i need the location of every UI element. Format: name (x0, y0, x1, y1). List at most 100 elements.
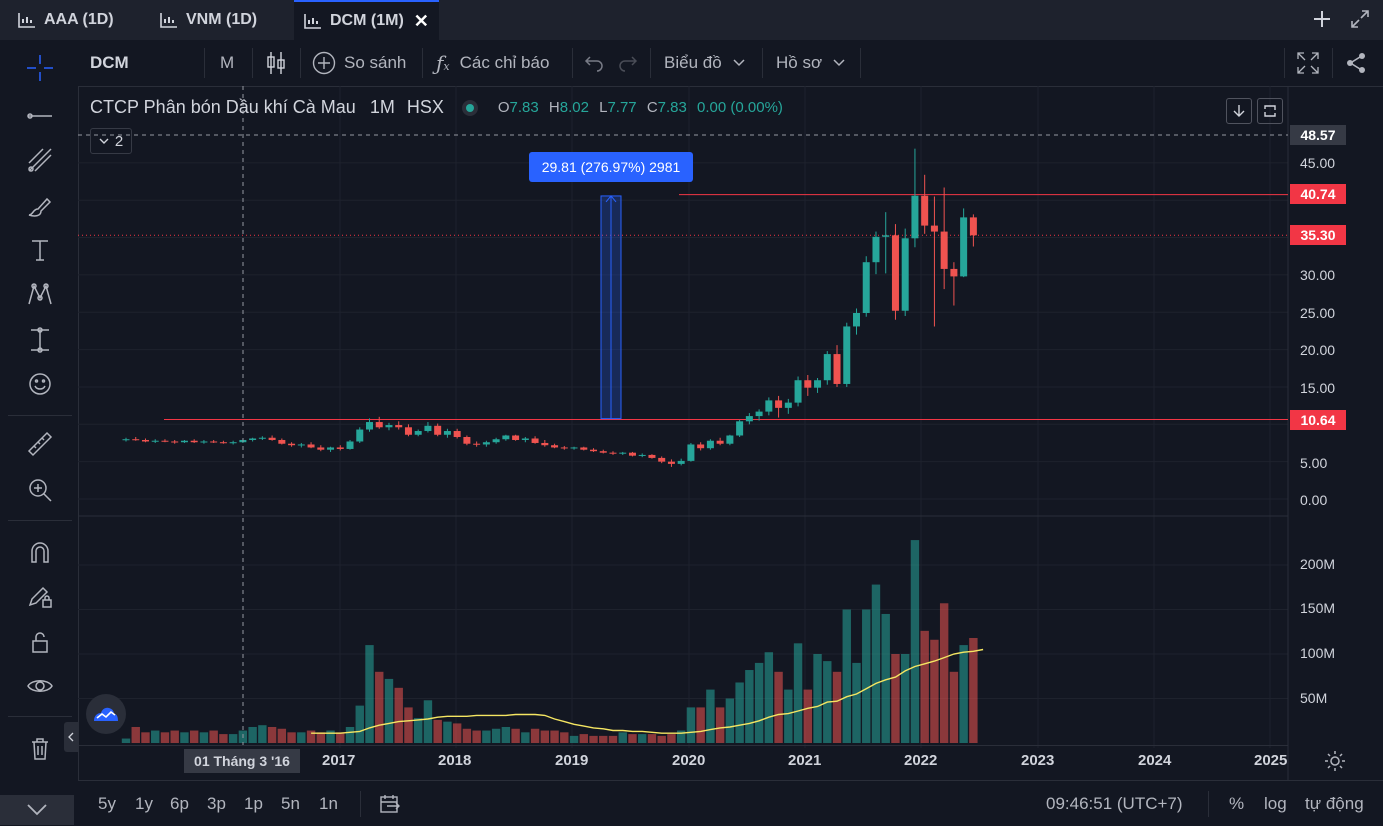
redo-button[interactable] (618, 40, 638, 86)
brush-tool[interactable] (22, 188, 58, 224)
chart-tab-icon (18, 13, 35, 28)
candle-body (853, 312, 860, 327)
zoom-tool[interactable] (22, 472, 58, 508)
fullscreen-icon[interactable] (1350, 9, 1370, 29)
measure-tool[interactable] (22, 322, 58, 358)
volume-bar (910, 540, 920, 743)
range-1p-button[interactable]: 1p (244, 781, 263, 826)
volume-bar (754, 662, 764, 743)
volume-bar (725, 698, 735, 743)
log-scale-button[interactable]: log (1264, 781, 1287, 826)
volume-bar (715, 707, 725, 743)
volume-bar (423, 700, 433, 743)
candle-body (404, 427, 412, 435)
share-button[interactable] (1344, 40, 1368, 86)
chart-canvas[interactable] (78, 86, 1383, 780)
crosshair-tool[interactable] (22, 50, 58, 86)
symbol-name[interactable]: CTCP Phân bón Dầu khí Cà Mau (90, 97, 356, 117)
chevron-down-icon (733, 59, 745, 67)
clock-label[interactable]: 09:46:51 (UTC+7) (1046, 793, 1183, 813)
volume-bar (316, 732, 325, 743)
candle-body (804, 380, 812, 388)
candle-body (375, 422, 383, 428)
volume-bar (745, 670, 754, 743)
profile-menu-button[interactable]: Hồ sơ (776, 40, 846, 86)
settings-gear-icon[interactable] (1324, 750, 1346, 772)
text-tool[interactable] (22, 232, 58, 268)
separator (360, 791, 361, 817)
goto-date-button[interactable] (378, 781, 402, 826)
close-icon[interactable]: ✕ (413, 10, 429, 31)
fullscreen-chart-button[interactable] (1296, 40, 1320, 86)
volume-bar (920, 630, 929, 743)
tab-aaa[interactable]: AAA (1D) (18, 0, 114, 40)
chart-menu-button[interactable]: Biểu đồ (664, 40, 746, 86)
volume-ma-line (311, 648, 984, 734)
volume-bar (696, 707, 705, 743)
pattern-icon (28, 283, 52, 305)
price-tick: 0.00 (1300, 492, 1328, 508)
horizontal-levels[interactable] (78, 194, 1288, 421)
range-1n-button[interactable]: 1n (319, 781, 338, 826)
refresh-icon (1264, 105, 1276, 117)
tab-vnm[interactable]: VNM (1D) (160, 0, 257, 40)
range-label: 5n (281, 793, 300, 813)
remove-tool[interactable] (22, 730, 58, 766)
candle-body (502, 435, 510, 440)
legend-ohlc: O7.83 H8.02 L7.77 C7.83 0.00 (0.00%) (498, 99, 783, 116)
candle-body (336, 447, 344, 449)
pencil-lock-icon (28, 586, 52, 608)
ruler-tool[interactable] (22, 426, 58, 462)
logo-button[interactable] (86, 694, 126, 734)
arrow-down-icon (1233, 105, 1245, 117)
collapse-toolbar-button[interactable] (0, 795, 74, 825)
plus-icon[interactable] (1312, 9, 1332, 29)
volume-bar (287, 732, 296, 743)
candle-body (453, 431, 461, 437)
range-3p-button[interactable]: 3p (207, 781, 226, 826)
indicators-button[interactable]: ƒx Các chỉ báo (436, 40, 549, 86)
range-5n-button[interactable]: 5n (281, 781, 300, 826)
auto-scale-button[interactable]: tự động (1305, 781, 1364, 826)
volume-bar (121, 738, 131, 743)
visibility-tool[interactable] (22, 668, 58, 704)
fib-tool[interactable] (22, 142, 58, 178)
percent-scale-button[interactable]: % (1229, 781, 1244, 826)
candle-body (317, 447, 325, 450)
range-5y-button[interactable]: 5y (98, 781, 116, 826)
compare-button[interactable]: So sánh (312, 40, 406, 86)
chevron-left-icon (68, 732, 74, 742)
grid (78, 86, 1288, 748)
volume-bar (569, 735, 579, 743)
market-status-icon[interactable] (461, 99, 478, 116)
chart-type-button[interactable] (266, 40, 286, 86)
tab-dcm[interactable]: DCM (1M) ✕ (294, 0, 439, 40)
volume-bar (443, 721, 452, 743)
emoji-tool[interactable] (22, 366, 58, 402)
horizontal-line-icon (27, 113, 52, 119)
pattern-tool[interactable] (22, 277, 58, 313)
hide-toolbar-handle[interactable] (64, 722, 78, 752)
legend-interval: 1M (369, 97, 395, 117)
range-6p-button[interactable]: 6p (170, 781, 189, 826)
separator (8, 520, 72, 521)
interval-button[interactable]: M (220, 40, 234, 86)
trend-line-tool[interactable] (22, 98, 58, 134)
range-1y-button[interactable]: 1y (135, 781, 153, 826)
separator (252, 48, 253, 78)
volume-bar (482, 730, 491, 743)
candle-body (356, 429, 364, 442)
magnet-tool[interactable] (22, 534, 58, 570)
lock-tool[interactable] (22, 624, 58, 660)
volume-bar (540, 730, 550, 743)
scroll-down-button[interactable] (1226, 98, 1252, 124)
reset-chart-button[interactable] (1257, 98, 1283, 124)
lock-drawing-tool[interactable] (22, 578, 58, 614)
candle-body (658, 457, 666, 462)
collapse-legend-button[interactable]: 2 (90, 128, 132, 154)
symbol-search-button[interactable]: DCM (90, 40, 129, 86)
measure-label[interactable]: 29.81 (276.97%) 2981 (529, 152, 693, 182)
undo-button[interactable] (584, 40, 604, 86)
price-range-measure[interactable] (600, 195, 622, 420)
candle-body (122, 439, 130, 441)
